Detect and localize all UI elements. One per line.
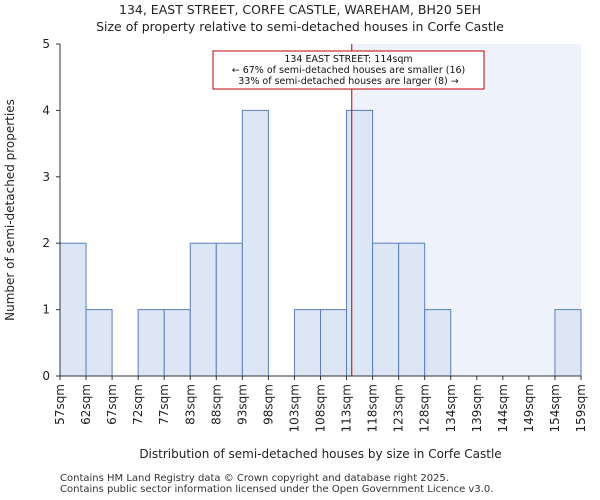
x-axis-title: Distribution of semi-detached houses by … — [139, 447, 501, 461]
x-tick-label: 128sqm — [418, 384, 432, 432]
footer-line-2: Contains public sector information licen… — [60, 484, 494, 495]
x-tick-label: 118sqm — [366, 384, 380, 432]
x-tick-label: 103sqm — [287, 384, 301, 432]
x-tick-label: 123sqm — [392, 384, 406, 432]
y-tick-label: 4 — [42, 103, 50, 117]
bar — [137, 309, 165, 377]
bar — [215, 242, 243, 377]
chart-subtitle: Size of property relative to semi-detach… — [96, 19, 504, 34]
y-tick-label: 3 — [42, 170, 50, 184]
bar — [293, 309, 322, 377]
x-tick-label: 57sqm — [53, 384, 67, 425]
annotation-line: ← 67% of semi-detached houses are smalle… — [232, 65, 466, 76]
x-tick-label: 113sqm — [340, 384, 354, 432]
bar — [163, 309, 191, 377]
bar — [346, 109, 374, 377]
y-tick-label: 0 — [42, 369, 50, 383]
x-tick-label: 77sqm — [157, 384, 171, 425]
bar — [398, 242, 426, 377]
x-tick-label: 139sqm — [470, 384, 484, 432]
x-tick-label: 72sqm — [131, 384, 145, 425]
bar — [372, 242, 400, 377]
chart-title: 134, EAST STREET, CORFE CASTLE, WAREHAM,… — [119, 2, 481, 17]
bar — [241, 109, 269, 377]
x-tick-label: 93sqm — [235, 384, 249, 425]
x-tick-label: 88sqm — [209, 384, 223, 425]
bar — [424, 309, 452, 377]
x-tick-label: 108sqm — [314, 384, 328, 432]
bar — [85, 309, 113, 377]
x-tick-label: 159sqm — [574, 384, 588, 432]
x-tick-label: 62sqm — [79, 384, 93, 425]
x-tick-label: 149sqm — [522, 384, 536, 432]
x-tick-label: 67sqm — [105, 384, 119, 425]
y-tick-label: 5 — [42, 37, 50, 51]
bar — [59, 242, 87, 377]
y-axis-title: Number of semi-detached properties — [3, 99, 17, 321]
x-tick-label: 134sqm — [444, 384, 458, 432]
annotation-box — [212, 50, 485, 90]
y-tick-label: 1 — [42, 303, 50, 317]
x-tick-label: 154sqm — [548, 384, 562, 432]
bar — [189, 242, 217, 377]
x-tick-label: 144sqm — [496, 384, 510, 432]
x-tick-label: 83sqm — [183, 384, 197, 425]
footer-line-1: Contains HM Land Registry data © Crown c… — [60, 473, 449, 484]
annotation-line: 33% of semi-detached houses are larger (… — [238, 76, 458, 87]
bar — [320, 309, 348, 377]
annotation-line: 134 EAST STREET: 114sqm — [284, 54, 412, 65]
bar — [554, 309, 582, 377]
y-tick-label: 2 — [42, 236, 50, 250]
x-tick-label: 98sqm — [261, 384, 275, 425]
